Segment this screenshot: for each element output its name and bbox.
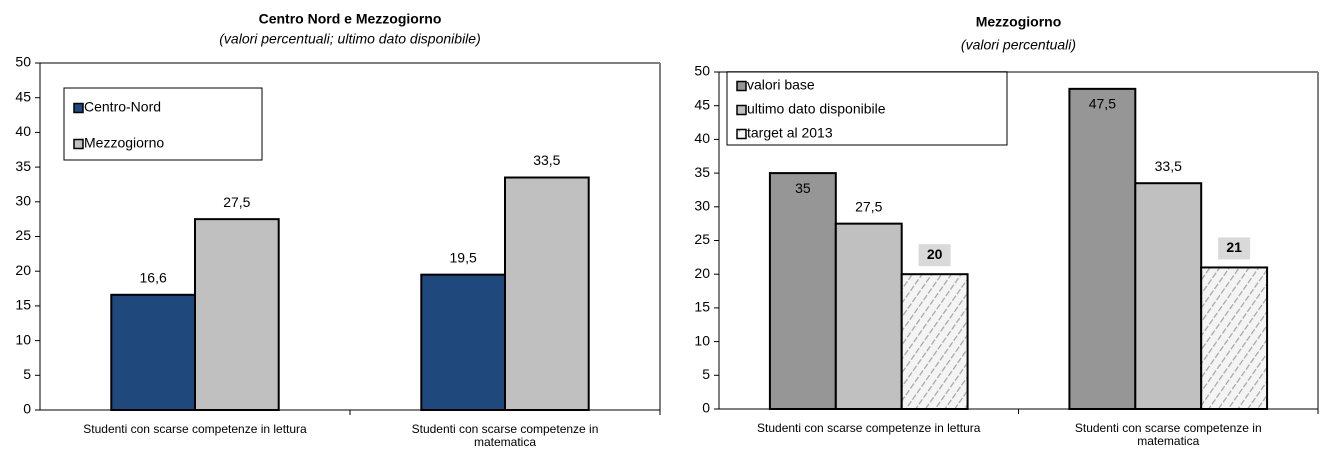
chart-title: Mezzogiorno	[976, 14, 1062, 30]
y-tick-label: 10	[694, 332, 710, 348]
y-tick-label: 10	[15, 331, 31, 347]
x-tick-label: Studenti con scarse competenze in matema…	[1074, 421, 1262, 448]
value-label: 16,6	[140, 269, 167, 285]
legend-label: ultimo dato disponibile	[747, 101, 886, 117]
y-tick-label: 40	[694, 130, 710, 146]
y-tick-label: 15	[15, 297, 31, 313]
value-label: 19,5	[450, 249, 477, 265]
legend-label: valori base	[747, 77, 815, 93]
y-tick-label: 20	[694, 265, 710, 281]
bar	[900, 273, 969, 411]
bar	[1068, 87, 1137, 410]
bar	[504, 176, 590, 411]
y-tick-label: 30	[694, 198, 710, 214]
y-tick-label: 35	[15, 158, 31, 174]
value-label: 47,5	[1089, 96, 1116, 112]
y-tick-label: 45	[694, 96, 710, 112]
bar	[194, 218, 280, 411]
x-tick-label: Studenti con scarse competenze in lettur…	[757, 421, 981, 435]
value-label: 21	[1226, 239, 1242, 255]
legend-box	[726, 71, 1008, 146]
bar	[768, 172, 837, 410]
y-tick-label: 30	[15, 193, 31, 209]
value-label: 35	[795, 180, 811, 196]
value-label: 27,5	[855, 198, 882, 214]
y-tick-label: 25	[15, 227, 31, 243]
value-label-box	[1218, 237, 1251, 260]
value-label-box	[918, 244, 951, 267]
y-tick-label: 45	[15, 88, 31, 104]
legend-marker	[736, 128, 747, 140]
value-label: 27,5	[223, 194, 250, 210]
legend-marker	[73, 138, 84, 150]
x-tick-label: Studenti con scarse competenze in lettur…	[83, 422, 307, 436]
y-tick-label: 0	[23, 401, 31, 417]
y-tick-label: 40	[15, 123, 31, 139]
chart-subtitle: (valori percentuali; ultimo dato disponi…	[219, 31, 480, 47]
bar	[834, 222, 903, 410]
x-tick-label: Studenti con scarse competenze in matema…	[411, 422, 599, 449]
value-label: 33,5	[1155, 158, 1182, 174]
y-tick-label: 5	[23, 366, 31, 382]
bar	[110, 293, 196, 411]
legend-marker	[736, 104, 747, 116]
legend-box	[63, 87, 263, 161]
y-tick-label: 15	[694, 299, 710, 315]
legend-label: Mezzogiorno	[84, 135, 164, 151]
legend-label: Centro-Nord	[84, 99, 161, 115]
y-tick-label: 50	[15, 54, 31, 70]
bar	[1134, 182, 1203, 410]
y-tick-label: 20	[15, 262, 31, 278]
y-tick-label: 35	[694, 164, 710, 180]
value-label: 33,5	[533, 152, 560, 168]
chart-title: Centro Nord e Mezzogiorno	[259, 11, 442, 27]
y-tick-label: 25	[694, 231, 710, 247]
y-tick-label: 50	[694, 63, 710, 79]
y-tick-label: 5	[702, 366, 710, 382]
chart-subtitle: (valori percentuali)	[961, 37, 1076, 53]
bar	[420, 273, 506, 412]
legend-marker	[736, 80, 747, 92]
y-tick-label: 0	[702, 400, 710, 416]
legend-label: target al 2013	[747, 125, 833, 141]
bar	[1200, 266, 1269, 410]
value-label: 20	[927, 246, 943, 262]
legend-marker	[73, 102, 84, 114]
